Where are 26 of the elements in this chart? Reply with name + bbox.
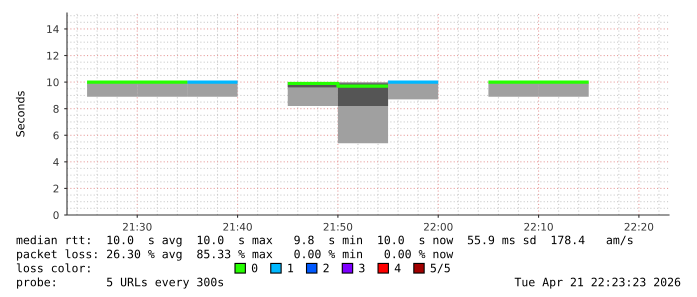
x-tick-label: 22:10: [524, 222, 553, 231]
y-tick-label: 12: [47, 52, 58, 60]
x-tick-label: 21:50: [324, 222, 352, 231]
text: Tue Apr 21 22:23:23 2026: [514, 278, 680, 289]
y-tick-label: 4: [53, 158, 59, 166]
y-tick-label: 6: [53, 131, 59, 140]
legend-label: 4: [394, 264, 401, 272]
legend-title: loss color:: [16, 263, 90, 272]
y-tick-label: 8: [53, 104, 59, 113]
x-tick-label: 22:00: [424, 222, 453, 231]
y-tick-label: 2: [53, 184, 58, 192]
y-tick-label: 0: [53, 211, 59, 220]
y-tick-label: 10: [47, 78, 59, 86]
y-tick-label: 14: [47, 25, 59, 33]
legend-label: 0: [252, 264, 258, 272]
x-tick-label: 21:30: [122, 222, 152, 231]
x-tick-label: 22:20: [624, 222, 654, 231]
text: median rtt: 10.0 s avg 10.0 s max 9.8 s min 10.0 s now 55.9 ms sd 178.4 am/s: [16, 235, 633, 247]
y-axis-title: Seconds: [16, 91, 25, 137]
legend-label: 1: [288, 264, 294, 272]
legend-label: 5/5: [430, 264, 450, 274]
text: packet loss: 26.30 % avg 85.33 % max 0.00 % min 0.00 % now: [17, 249, 454, 261]
x-tick-label: 21:40: [223, 222, 252, 231]
text: probe: 5 URLs every 300s: [17, 277, 224, 289]
legend-label: 2: [324, 264, 329, 272]
legend-label: 3: [359, 264, 364, 272]
